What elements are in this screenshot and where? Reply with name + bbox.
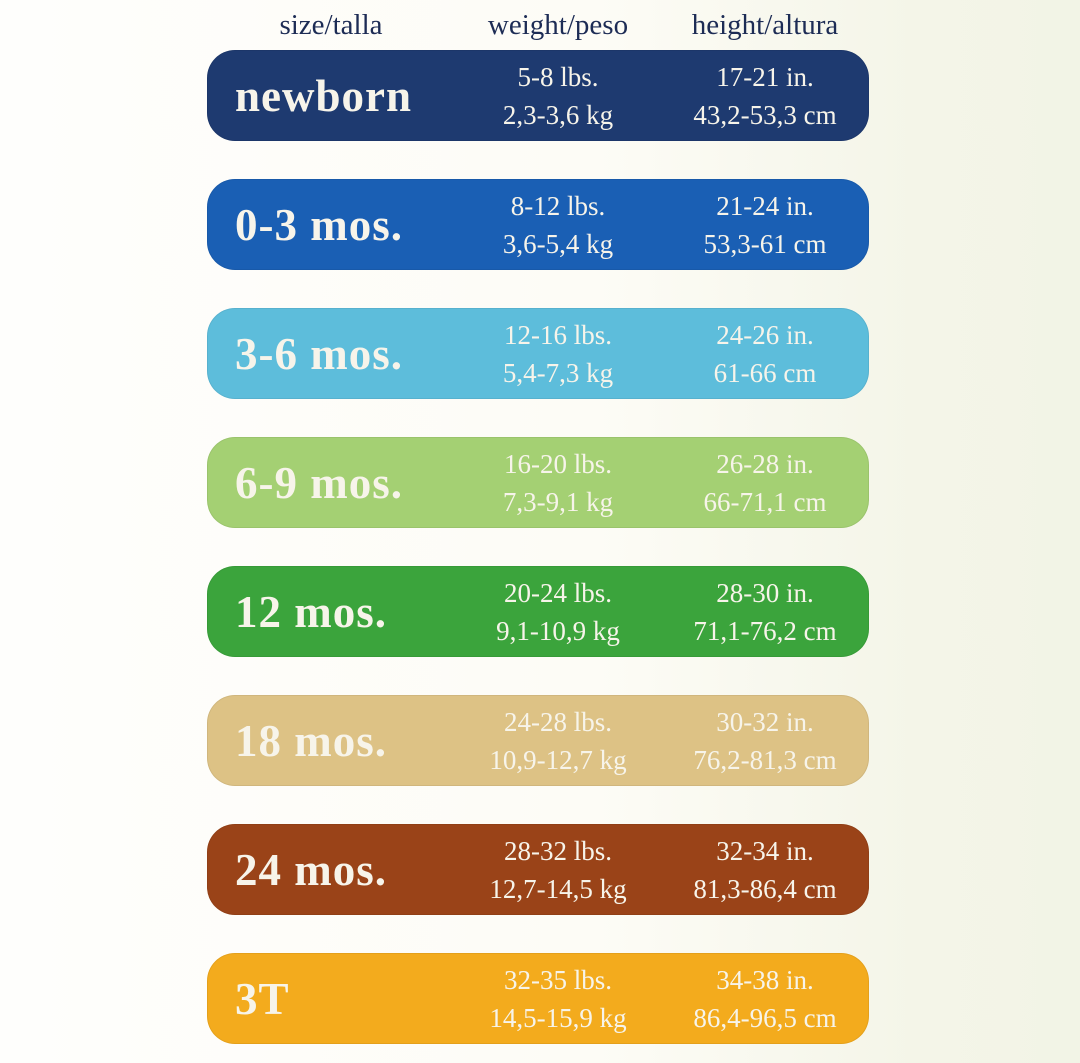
row-3-6-mos: 3-6 mos. 12-16 lbs. 5,4-7,3 kg 24-26 in.… — [207, 308, 869, 399]
weight-kg: 3,6-5,4 kg — [502, 228, 614, 259]
height-in: 28-30 in. — [716, 577, 814, 608]
height-cm: 43,2-53,3 cm — [693, 99, 837, 130]
weight-kg: 7,3-9,1 kg — [502, 486, 614, 517]
height-in: 24-26 in. — [716, 319, 814, 350]
header-height: height/altura — [691, 8, 839, 41]
weight-lbs: 32-35 lbs. — [504, 964, 612, 995]
row-newborn: newborn 5-8 lbs. 2,3-3,6 kg 17-21 in. 43… — [207, 50, 869, 141]
weight-kg: 12,7-14,5 kg — [489, 873, 627, 904]
height-cm: 76,2-81,3 cm — [693, 744, 837, 775]
height-range: 17-21 in. 43,2-53,3 cm — [661, 58, 869, 134]
weight-lbs: 8-12 lbs. — [510, 190, 606, 221]
row-18-mos: 18 mos. 24-28 lbs. 10,9-12,7 kg 30-32 in… — [207, 695, 869, 786]
column-headers: size/talla weight/peso height/altura — [207, 8, 869, 42]
height-in: 30-32 in. — [716, 706, 814, 737]
size-label: 24 mos. — [235, 844, 387, 895]
size-label: newborn — [235, 70, 413, 121]
height-cm: 86,4-96,5 cm — [693, 1002, 837, 1033]
height-in: 26-28 in. — [716, 448, 814, 479]
header-size: size/talla — [279, 8, 383, 41]
size-label: 12 mos. — [235, 586, 387, 637]
height-cm: 61-66 cm — [713, 357, 817, 388]
height-in: 17-21 in. — [716, 61, 814, 92]
height-in: 21-24 in. — [716, 190, 814, 221]
row-3T: 3T 32-35 lbs. 14,5-15,9 kg 34-38 in. 86,… — [207, 953, 869, 1044]
height-range: 21-24 in. 53,3-61 cm — [661, 187, 869, 263]
height-cm: 66-71,1 cm — [703, 486, 827, 517]
weight-range: 32-35 lbs. 14,5-15,9 kg — [455, 961, 661, 1037]
weight-kg: 9,1-10,9 kg — [496, 615, 620, 646]
size-label: 3T — [235, 973, 290, 1024]
row-6-9-mos: 6-9 mos. 16-20 lbs. 7,3-9,1 kg 26-28 in.… — [207, 437, 869, 528]
height-cm: 81,3-86,4 cm — [693, 873, 837, 904]
height-cm: 53,3-61 cm — [703, 228, 827, 259]
height-range: 24-26 in. 61-66 cm — [661, 316, 869, 392]
weight-lbs: 28-32 lbs. — [504, 835, 612, 866]
row-0-3-mos: 0-3 mos. 8-12 lbs. 3,6-5,4 kg 21-24 in. … — [207, 179, 869, 270]
size-label: 3-6 mos. — [235, 328, 403, 379]
weight-lbs: 24-28 lbs. — [504, 706, 612, 737]
weight-range: 24-28 lbs. 10,9-12,7 kg — [455, 703, 661, 779]
row-24-mos: 24 mos. 28-32 lbs. 12,7-14,5 kg 32-34 in… — [207, 824, 869, 915]
weight-kg: 14,5-15,9 kg — [489, 1002, 627, 1033]
row-12-mos: 12 mos. 20-24 lbs. 9,1-10,9 kg 28-30 in.… — [207, 566, 869, 657]
weight-lbs: 20-24 lbs. — [504, 577, 612, 608]
weight-range: 12-16 lbs. 5,4-7,3 kg — [455, 316, 661, 392]
size-label: 18 mos. — [235, 715, 387, 766]
size-label: 6-9 mos. — [235, 457, 403, 508]
height-cm: 71,1-76,2 cm — [693, 615, 837, 646]
weight-lbs: 16-20 lbs. — [504, 448, 612, 479]
weight-kg: 10,9-12,7 kg — [489, 744, 627, 775]
weight-range: 20-24 lbs. 9,1-10,9 kg — [455, 574, 661, 650]
weight-kg: 5,4-7,3 kg — [502, 357, 614, 388]
weight-range: 5-8 lbs. 2,3-3,6 kg — [455, 58, 661, 134]
height-range: 32-34 in. 81,3-86,4 cm — [661, 832, 869, 908]
height-range: 28-30 in. 71,1-76,2 cm — [661, 574, 869, 650]
height-range: 26-28 in. 66-71,1 cm — [661, 445, 869, 521]
height-in: 32-34 in. — [716, 835, 814, 866]
height-range: 30-32 in. 76,2-81,3 cm — [661, 703, 869, 779]
weight-lbs: 5-8 lbs. — [517, 61, 599, 92]
weight-kg: 2,3-3,6 kg — [502, 99, 614, 130]
weight-range: 8-12 lbs. 3,6-5,4 kg — [455, 187, 661, 263]
size-chart: size/talla weight/peso height/altura new… — [207, 8, 869, 1063]
weight-range: 16-20 lbs. 7,3-9,1 kg — [455, 445, 661, 521]
height-range: 34-38 in. 86,4-96,5 cm — [661, 961, 869, 1037]
height-in: 34-38 in. — [716, 964, 814, 995]
weight-lbs: 12-16 lbs. — [504, 319, 612, 350]
weight-range: 28-32 lbs. 12,7-14,5 kg — [455, 832, 661, 908]
size-label: 0-3 mos. — [235, 199, 403, 250]
header-weight: weight/peso — [487, 8, 629, 41]
